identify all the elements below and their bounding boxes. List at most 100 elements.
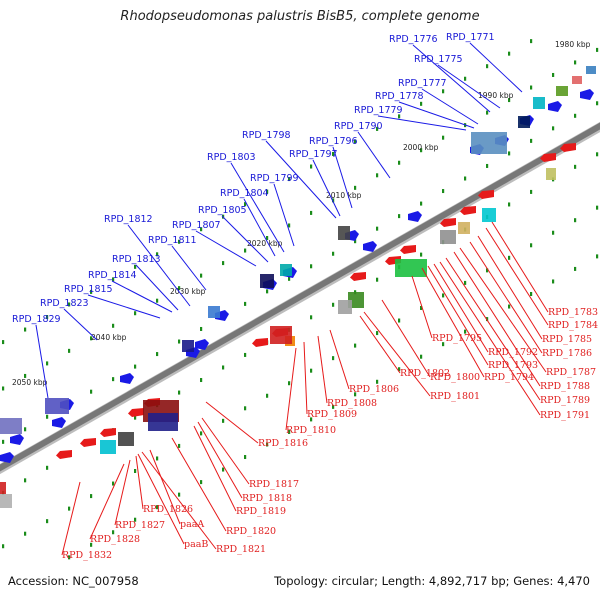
- topology-summary: Topology: circular; Length: 4,892,717 bp…: [274, 574, 590, 588]
- gene-label: RPD_1817: [249, 479, 299, 490]
- reverse-gene-arrow: [560, 143, 576, 152]
- tick-mark: [134, 311, 137, 316]
- tick-mark: [134, 364, 137, 369]
- gene-feature-block: [280, 264, 292, 276]
- leader-line: [285, 347, 297, 431]
- forward-gene-arrow: [548, 101, 562, 112]
- tick-mark: [508, 255, 511, 260]
- tick-mark: [24, 427, 27, 432]
- tick-mark: [398, 214, 401, 219]
- tick-mark: [266, 442, 269, 447]
- tick-mark: [178, 286, 181, 291]
- tick-mark: [222, 365, 225, 370]
- leader-line: [363, 311, 431, 397]
- tick-mark: [354, 185, 357, 190]
- gene-label: RPD_1790: [334, 121, 383, 132]
- leader-line: [111, 280, 173, 313]
- tick-mark: [200, 378, 203, 383]
- gene-feature-block: [270, 326, 292, 344]
- leader-line: [230, 162, 285, 253]
- tick-mark: [530, 189, 533, 194]
- gene-label: RPD_1827: [115, 520, 165, 531]
- leader-line: [357, 131, 391, 179]
- gene-feature-block: [0, 494, 12, 508]
- leader-line: [411, 275, 433, 339]
- leader-line: [377, 115, 467, 131]
- tick-mark: [24, 373, 27, 378]
- accession-label: Accession: NC_007958: [8, 574, 139, 588]
- leader-line: [135, 264, 179, 311]
- leader-line: [439, 261, 541, 416]
- tick-mark: [68, 302, 71, 307]
- leader-line: [312, 159, 341, 217]
- gene-label: RPD_1779: [354, 105, 403, 116]
- gene-feature-block: [0, 418, 22, 434]
- genome-backbone: [0, 122, 600, 472]
- gene-label: RPD_1810: [286, 425, 336, 436]
- tick-mark: [420, 354, 423, 359]
- leader-line: [201, 417, 250, 485]
- kbp-label: 2030 kbp: [170, 287, 206, 296]
- tick-mark: [222, 261, 225, 266]
- gene-feature-block: [572, 76, 582, 84]
- leader-line: [469, 241, 543, 354]
- leader-line: [437, 64, 501, 109]
- tick-mark: [310, 164, 313, 169]
- leader-line: [63, 308, 98, 341]
- tick-mark: [178, 339, 181, 344]
- leader-line: [427, 265, 489, 366]
- tick-mark: [244, 406, 247, 411]
- tick-mark: [530, 138, 533, 143]
- gene-label: paaB: [184, 539, 208, 550]
- reverse-gene-arrow: [478, 190, 494, 199]
- gene-label: RPD_1789: [540, 395, 590, 406]
- leader-line: [459, 247, 547, 373]
- tick-mark: [200, 480, 203, 485]
- leader-line: [445, 257, 541, 401]
- tick-mark: [354, 239, 357, 244]
- tick-mark: [376, 277, 379, 282]
- leader-line: [193, 425, 237, 512]
- kbp-label: 2010 kbp: [326, 191, 362, 200]
- tick-mark: [200, 227, 203, 232]
- gene-feature-block: [458, 222, 470, 234]
- tick-mark: [112, 481, 115, 486]
- tick-mark: [90, 389, 93, 394]
- gene-label: RPD_1812: [104, 214, 153, 225]
- tick-mark: [2, 439, 5, 444]
- tick-mark: [244, 455, 247, 460]
- gene-feature-block: [440, 230, 456, 244]
- map-title: Rhodopseudomonas palustris BisB5, comple…: [120, 9, 480, 24]
- tick-mark: [266, 236, 269, 240]
- kbp-label: 1980 kbp: [555, 40, 591, 49]
- leader-line: [453, 251, 541, 387]
- tick-mark: [398, 318, 401, 323]
- tick-mark: [574, 60, 577, 65]
- tick-mark: [596, 205, 599, 210]
- tick-mark: [486, 64, 489, 69]
- leader-line: [221, 215, 269, 263]
- gene-label: RPD_1814: [88, 270, 137, 281]
- tick-mark: [376, 226, 379, 231]
- gene-feature-block: [586, 66, 596, 74]
- reverse-gene-arrow: [350, 272, 366, 281]
- gene-label: RPD_1796: [309, 136, 358, 147]
- leader-line: [135, 455, 144, 510]
- forward-gene-arrow: [408, 211, 422, 222]
- gene-feature-block: [118, 432, 134, 446]
- tick-mark: [222, 418, 225, 423]
- tick-mark: [420, 201, 423, 206]
- leader-line: [303, 341, 308, 415]
- leader-line: [412, 44, 491, 113]
- tick-mark: [288, 223, 291, 228]
- tick-mark: [486, 163, 489, 168]
- gene-label: RPD_1799: [250, 173, 299, 184]
- tick-mark: [46, 465, 49, 470]
- tick-mark: [46, 519, 49, 524]
- gene-label: RPD_1820: [226, 526, 276, 537]
- tick-mark: [420, 252, 423, 257]
- gene-label: RPD_1795: [432, 333, 482, 344]
- tick-mark: [156, 352, 159, 357]
- tick-mark: [574, 266, 577, 271]
